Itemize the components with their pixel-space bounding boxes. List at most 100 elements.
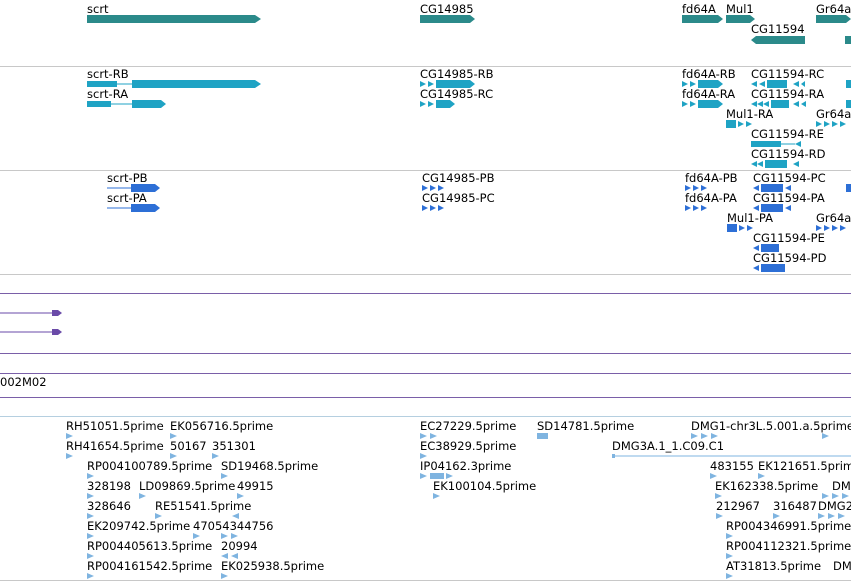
protein-glyph[interactable] <box>753 184 793 192</box>
est-glyph[interactable] <box>232 513 242 519</box>
est-glyph[interactable] <box>221 473 231 479</box>
transcript-label[interactable]: CG14985-RB <box>420 67 494 81</box>
gene-label-cg11594[interactable]: CG11594 <box>751 22 805 36</box>
est-label[interactable]: 20994 <box>221 539 258 553</box>
est-glyph[interactable] <box>87 533 97 539</box>
est-label[interactable]: DMG2 <box>818 499 851 513</box>
transcript-glyph[interactable] <box>420 100 456 108</box>
est-glyph[interactable] <box>612 454 851 458</box>
est-glyph[interactable] <box>822 433 832 439</box>
est-glyph[interactable] <box>87 513 97 519</box>
transcript-label[interactable]: CG11594-RC <box>751 67 825 81</box>
est-label[interactable]: 316487 <box>773 499 817 513</box>
est-glyph[interactable] <box>715 493 725 499</box>
transcript-glyph[interactable] <box>816 120 851 128</box>
purple-feature[interactable] <box>0 328 64 336</box>
est-glyph[interactable] <box>818 513 851 519</box>
protein-label[interactable]: fd64A-PA <box>685 191 737 205</box>
est-glyph[interactable] <box>237 493 247 499</box>
transcript-label[interactable]: fd64A-RA <box>682 87 736 101</box>
protein-glyph[interactable] <box>107 184 162 192</box>
transcript-label[interactable]: scrt-RA <box>87 87 129 101</box>
est-label[interactable]: EC27229.5prime <box>420 419 517 433</box>
protein-label[interactable]: CG14985-PB <box>422 171 495 185</box>
gene-label-gr64a[interactable]: Gr64a <box>816 2 851 16</box>
est-label[interactable]: RE51541.5prime <box>155 499 252 513</box>
protein-glyph[interactable] <box>685 204 709 212</box>
est-glyph[interactable] <box>691 433 721 439</box>
transcript-label[interactable]: fd64A-RB <box>682 67 736 81</box>
protein-glyph[interactable] <box>753 244 783 252</box>
gene-label-fd64a[interactable]: fd64A <box>682 2 716 16</box>
est-label[interactable]: DMG3A.1_1.C09.C1 <box>612 439 725 453</box>
est-glyph[interactable] <box>716 513 726 519</box>
transcript-label[interactable]: Mul1-RA <box>726 107 774 121</box>
est-label[interactable]: RH41654.5prime <box>66 439 164 453</box>
protein-glyph[interactable] <box>753 204 793 212</box>
est-label[interactable]: RP004346991.5prime <box>726 519 851 533</box>
transcript-label[interactable]: CG11594-RE <box>751 127 824 141</box>
est-glyph[interactable] <box>221 553 241 559</box>
gene-label-scrt[interactable]: scrt <box>87 2 109 16</box>
est-label[interactable]: DMG1-chr3L.5.001.a.5prime <box>691 419 851 433</box>
est-glyph[interactable] <box>66 453 74 459</box>
gene-glyph-cg14985[interactable] <box>420 15 476 23</box>
est-label[interactable]: RP004405613.5prime <box>87 539 213 553</box>
est-label[interactable]: RP004161542.5prime <box>87 559 213 573</box>
protein-label[interactable]: fd64A-PB <box>685 171 738 185</box>
est-label[interactable]: 212967 <box>716 499 760 513</box>
est-label[interactable]: 328198 <box>87 479 131 493</box>
est-glyph[interactable] <box>433 493 443 499</box>
est-label[interactable]: SD14781.5prime <box>537 419 635 433</box>
est-glyph[interactable] <box>726 573 736 579</box>
transcript-glyph[interactable] <box>751 80 805 88</box>
purple-feature[interactable] <box>0 309 64 317</box>
gene-label-cg14985[interactable]: CG14985 <box>420 2 474 16</box>
est-glyph[interactable] <box>66 433 74 439</box>
est-glyph[interactable] <box>193 533 203 539</box>
est-label[interactable]: 50167 <box>170 439 207 453</box>
est-glyph[interactable] <box>726 533 736 539</box>
protein-glyph[interactable] <box>422 184 446 192</box>
transcript-glyph[interactable] <box>751 100 807 108</box>
est-label[interactable]: EK121651.5prim <box>758 459 851 473</box>
transcript-label[interactable]: Gr64a <box>816 107 851 121</box>
transcript-glyph[interactable] <box>682 100 724 108</box>
est-label[interactable]: AT31813.5prime <box>726 559 822 573</box>
protein-glyph[interactable] <box>685 184 709 192</box>
protein-label[interactable]: scrt-PB <box>107 171 148 185</box>
transcript-glyph[interactable] <box>751 140 805 148</box>
est-glyph[interactable] <box>170 433 178 439</box>
est-glyph[interactable] <box>87 573 97 579</box>
protein-label[interactable]: CG11594-PE <box>753 231 825 245</box>
est-label[interactable]: 351301 <box>212 439 256 453</box>
est-glyph[interactable] <box>420 473 456 479</box>
est-glyph[interactable] <box>212 453 220 459</box>
est-glyph[interactable] <box>87 553 97 559</box>
est-glyph[interactable] <box>537 433 549 439</box>
protein-label[interactable]: CG14985-PC <box>422 191 495 205</box>
transcript-label[interactable]: scrt-RB <box>87 67 129 81</box>
est-glyph[interactable] <box>420 453 430 459</box>
est-label[interactable]: RP004112321.5prime <box>726 539 851 553</box>
protein-label[interactable]: CG11594-PA <box>753 191 825 205</box>
est-glyph[interactable] <box>758 473 768 479</box>
est-label[interactable]: 328646 <box>87 499 131 513</box>
est-label[interactable]: EK209742.5prime <box>87 519 191 533</box>
gene-label-mul1[interactable]: Mul1 <box>726 2 754 16</box>
est-label[interactable]: 47054344756 <box>193 519 274 533</box>
transcript-label[interactable]: CG11594-RA <box>751 87 825 101</box>
transcript-label[interactable]: CG14985-RC <box>420 87 494 101</box>
est-glyph[interactable] <box>773 513 783 519</box>
est-label[interactable]: DM <box>832 479 851 493</box>
protein-label[interactable]: CG11594-PC <box>753 171 826 185</box>
protein-label[interactable]: Gr64a <box>816 211 851 225</box>
est-glyph[interactable] <box>710 473 720 479</box>
est-label[interactable]: DMG2 <box>833 559 851 573</box>
est-label[interactable]: EK100104.5prime <box>433 479 537 493</box>
protein-glyph[interactable] <box>816 224 851 232</box>
est-glyph[interactable] <box>221 533 241 539</box>
gene-glyph-gr64a[interactable] <box>816 15 851 23</box>
est-label[interactable]: SD19468.5prime <box>221 459 319 473</box>
est-label[interactable]: RP004100789.5prime <box>87 459 213 473</box>
